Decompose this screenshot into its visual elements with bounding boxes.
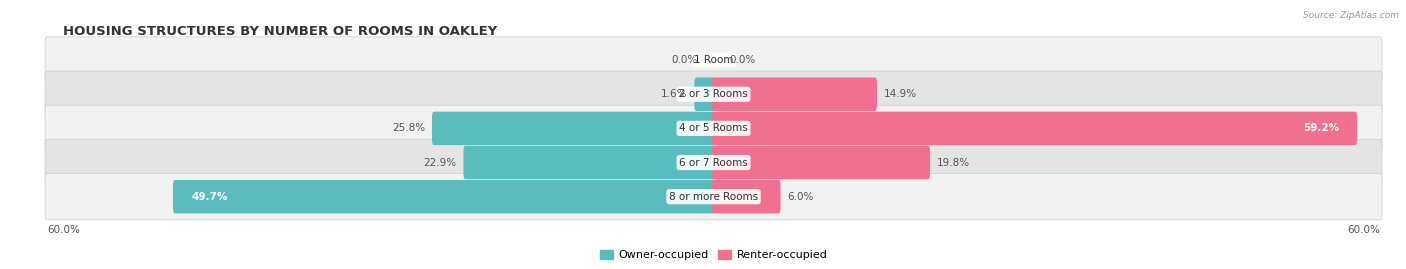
FancyBboxPatch shape [45, 37, 1382, 83]
FancyBboxPatch shape [45, 139, 1382, 186]
Text: 6 or 7 Rooms: 6 or 7 Rooms [679, 158, 748, 168]
FancyBboxPatch shape [45, 105, 1382, 152]
Legend: Owner-occupied, Renter-occupied: Owner-occupied, Renter-occupied [595, 245, 832, 265]
FancyBboxPatch shape [711, 112, 1357, 145]
FancyBboxPatch shape [432, 112, 716, 145]
Text: 0.0%: 0.0% [730, 55, 756, 65]
Text: 0.0%: 0.0% [671, 55, 697, 65]
Text: 2 or 3 Rooms: 2 or 3 Rooms [679, 89, 748, 99]
FancyBboxPatch shape [711, 77, 877, 111]
Text: HOUSING STRUCTURES BY NUMBER OF ROOMS IN OAKLEY: HOUSING STRUCTURES BY NUMBER OF ROOMS IN… [63, 25, 498, 38]
FancyBboxPatch shape [695, 77, 716, 111]
Text: 25.8%: 25.8% [392, 123, 425, 133]
FancyBboxPatch shape [45, 174, 1382, 220]
Text: 14.9%: 14.9% [884, 89, 917, 99]
Text: 49.7%: 49.7% [191, 192, 228, 202]
Text: 22.9%: 22.9% [423, 158, 457, 168]
FancyBboxPatch shape [464, 146, 716, 179]
Text: 1.6%: 1.6% [661, 89, 688, 99]
FancyBboxPatch shape [45, 71, 1382, 118]
Text: 19.8%: 19.8% [936, 158, 970, 168]
FancyBboxPatch shape [173, 180, 716, 213]
Text: Source: ZipAtlas.com: Source: ZipAtlas.com [1303, 11, 1399, 20]
Text: 59.2%: 59.2% [1303, 123, 1339, 133]
Text: 1 Room: 1 Room [693, 55, 734, 65]
FancyBboxPatch shape [711, 146, 931, 179]
FancyBboxPatch shape [711, 180, 780, 213]
Text: 8 or more Rooms: 8 or more Rooms [669, 192, 758, 202]
Text: 4 or 5 Rooms: 4 or 5 Rooms [679, 123, 748, 133]
Text: 6.0%: 6.0% [787, 192, 814, 202]
